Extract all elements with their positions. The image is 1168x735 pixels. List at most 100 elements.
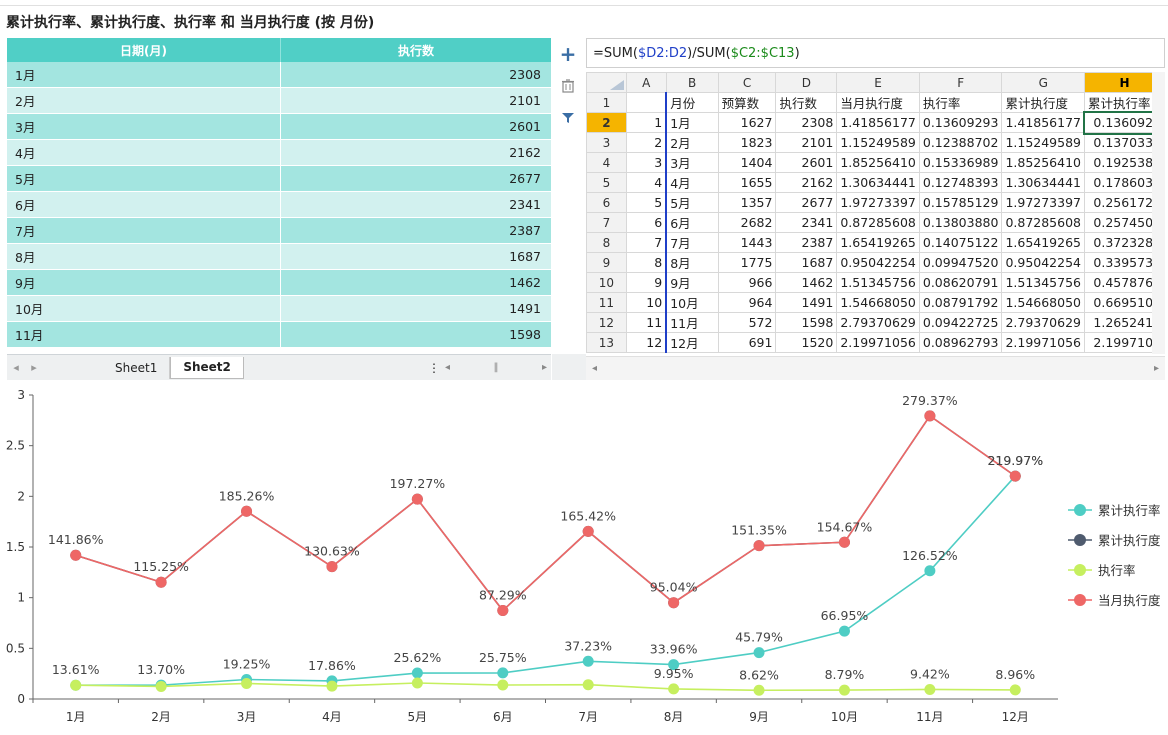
grid-cell[interactable]: 11月 bbox=[665, 312, 719, 333]
grid-cell[interactable]: 预算数 bbox=[717, 92, 777, 113]
grid-cell[interactable]: 执行率 bbox=[918, 92, 1003, 113]
column-header-b[interactable]: B bbox=[665, 72, 719, 93]
table-row[interactable]: 2月 2101 bbox=[7, 88, 551, 114]
grid-cell[interactable]: 2.79370629 bbox=[836, 312, 920, 333]
grid-cell[interactable]: 0.08620791 bbox=[918, 272, 1003, 293]
table-row[interactable]: 5月 2677 bbox=[7, 166, 551, 192]
grid-cell[interactable]: 5 bbox=[625, 192, 667, 213]
grid-cell[interactable]: 1.97273397 bbox=[836, 192, 920, 213]
grid-cell[interactable]: 6 bbox=[625, 212, 667, 233]
grid-cell[interactable]: 1.41856177 bbox=[1001, 112, 1085, 133]
grid-cell[interactable]: 执行数 bbox=[775, 92, 838, 113]
grid-cell[interactable]: 691 bbox=[717, 332, 777, 353]
grid-cell[interactable]: 1.85256410 bbox=[1001, 152, 1085, 173]
grid-cell[interactable]: 0.1370336 bbox=[1084, 132, 1165, 153]
grid-cell[interactable]: 7 bbox=[625, 232, 667, 253]
grid-cell[interactable]: 1655 bbox=[717, 172, 777, 193]
grid-cell[interactable]: 0.08962793 bbox=[918, 332, 1003, 353]
table-row[interactable]: 11月 1598 bbox=[7, 322, 551, 348]
grid-scroll-right-icon[interactable]: ▸ bbox=[1153, 363, 1159, 374]
grid-cell[interactable]: 964 bbox=[717, 292, 777, 313]
grid-cell[interactable]: 1775 bbox=[717, 252, 777, 273]
grid-cell[interactable]: 0.1786038 bbox=[1084, 172, 1165, 193]
scroll-left-icon[interactable]: ◂ bbox=[445, 362, 451, 373]
grid-cell[interactable]: 1687 bbox=[775, 252, 838, 273]
grid-cell[interactable]: 1.30634441 bbox=[1001, 172, 1085, 193]
grid-cell[interactable]: 3月 bbox=[665, 152, 719, 173]
column-header-a[interactable]: A bbox=[625, 72, 667, 93]
grid-cell[interactable]: 1404 bbox=[717, 152, 777, 173]
row-header[interactable]: 10 bbox=[586, 272, 627, 293]
tab-next-icon[interactable]: ▸ bbox=[31, 361, 37, 374]
grid-cell[interactable]: 2101 bbox=[775, 132, 838, 153]
grid-cell[interactable]: 1462 bbox=[775, 272, 838, 293]
grid-cell[interactable]: 0.12748393 bbox=[918, 172, 1003, 193]
table-row[interactable]: 10月 1491 bbox=[7, 296, 551, 322]
column-header-f[interactable]: F bbox=[918, 72, 1003, 93]
grid-cell[interactable]: 0.14075122 bbox=[918, 232, 1003, 253]
grid-cell[interactable]: 1 bbox=[625, 112, 667, 133]
grid-cell[interactable]: 966 bbox=[717, 272, 777, 293]
vertical-scrollbar[interactable] bbox=[1152, 72, 1165, 354]
grid-cell[interactable]: 0.2561722 bbox=[1084, 192, 1165, 213]
grid-cell[interactable]: 0.87285608 bbox=[836, 212, 920, 233]
grid-cell[interactable]: 11 bbox=[625, 312, 667, 333]
column-header-date[interactable]: 日期(月) bbox=[7, 38, 281, 62]
grid-cell[interactable]: 12月 bbox=[665, 332, 719, 353]
grid-cell[interactable]: 7月 bbox=[665, 232, 719, 253]
row-header[interactable]: 6 bbox=[586, 192, 627, 213]
grid-cell[interactable]: 2月 bbox=[665, 132, 719, 153]
grid-cell[interactable]: 1.30634441 bbox=[836, 172, 920, 193]
grid-cell[interactable]: 当月执行度 bbox=[836, 92, 920, 113]
horizontal-scrollbar[interactable]: ◂ ‖ ▸ bbox=[441, 359, 551, 377]
grid-cell[interactable]: 1520 bbox=[775, 332, 838, 353]
grid-cell[interactable]: 2682 bbox=[717, 212, 777, 233]
grid-cell[interactable]: 8 bbox=[625, 252, 667, 273]
grid-cell[interactable]: 1.15249589 bbox=[836, 132, 920, 153]
grid-cell[interactable]: 10 bbox=[625, 292, 667, 313]
grid-cell[interactable]: 1598 bbox=[775, 312, 838, 333]
row-header[interactable]: 9 bbox=[586, 252, 627, 273]
grid-cell[interactable]: 1.54668050 bbox=[836, 292, 920, 313]
grid-cell[interactable]: 1823 bbox=[717, 132, 777, 153]
row-header[interactable]: 4 bbox=[586, 152, 627, 173]
grid-cell[interactable]: 0.08791792 bbox=[918, 292, 1003, 313]
grid-cell[interactable]: 3 bbox=[625, 152, 667, 173]
grid-cell[interactable]: 0.13609293 bbox=[918, 112, 1003, 133]
grid-cell[interactable]: 0.4578766 bbox=[1084, 272, 1165, 293]
trash-icon[interactable] bbox=[552, 70, 584, 102]
grid-cell[interactable]: 2 bbox=[625, 132, 667, 153]
grid-cell[interactable]: 2341 bbox=[775, 212, 838, 233]
row-header[interactable]: 1 bbox=[586, 92, 627, 113]
grid-cell[interactable]: 0.12388702 bbox=[918, 132, 1003, 153]
grid-cell[interactable]: 2308 bbox=[775, 112, 838, 133]
row-header[interactable]: 3 bbox=[586, 132, 627, 153]
tab-sheet1[interactable]: Sheet1 bbox=[103, 356, 171, 379]
row-header[interactable]: 12 bbox=[586, 312, 627, 333]
row-header[interactable]: 13 bbox=[586, 332, 627, 353]
grid-cell[interactable]: 4 bbox=[625, 172, 667, 193]
grid-cell[interactable]: 6月 bbox=[665, 212, 719, 233]
column-header-d[interactable]: D bbox=[775, 72, 838, 93]
add-icon[interactable]: + bbox=[559, 42, 577, 66]
table-row[interactable]: 7月 2387 bbox=[7, 218, 551, 244]
grid-cell[interactable]: 0.95042254 bbox=[836, 252, 920, 273]
tab-sheet2[interactable]: Sheet2 bbox=[170, 356, 244, 379]
table-row[interactable]: 9月 1462 bbox=[7, 270, 551, 296]
column-header-h[interactable]: H bbox=[1084, 72, 1165, 93]
column-header-c[interactable]: C bbox=[717, 72, 777, 93]
grid-cell[interactable]: 1.51345756 bbox=[836, 272, 920, 293]
spreadsheet-grid[interactable]: A B C D E F G H 1 月份 预算数 执行数 当月执行度 执行率 累计执行度 累计执行率 2 1 1月 1… bbox=[586, 72, 1165, 354]
grid-cell[interactable]: 572 bbox=[717, 312, 777, 333]
grid-cell[interactable]: 0.6695105 bbox=[1084, 292, 1165, 313]
row-header[interactable]: 8 bbox=[586, 232, 627, 253]
grid-cell[interactable]: 月份 bbox=[665, 92, 719, 113]
grid-cell[interactable]: 1.15249589 bbox=[1001, 132, 1085, 153]
grid-cell[interactable]: 8月 bbox=[665, 252, 719, 273]
table-row[interactable]: 4月 2162 bbox=[7, 140, 551, 166]
grid-cell[interactable]: 1月 bbox=[665, 112, 719, 133]
grid-cell[interactable] bbox=[625, 92, 667, 113]
column-header-g[interactable]: G bbox=[1001, 72, 1085, 93]
formula-bar[interactable]: =SUM($D2:D2)/SUM($C2:$C13) bbox=[586, 38, 1165, 68]
column-header-count[interactable]: 执行数 bbox=[397, 43, 434, 58]
